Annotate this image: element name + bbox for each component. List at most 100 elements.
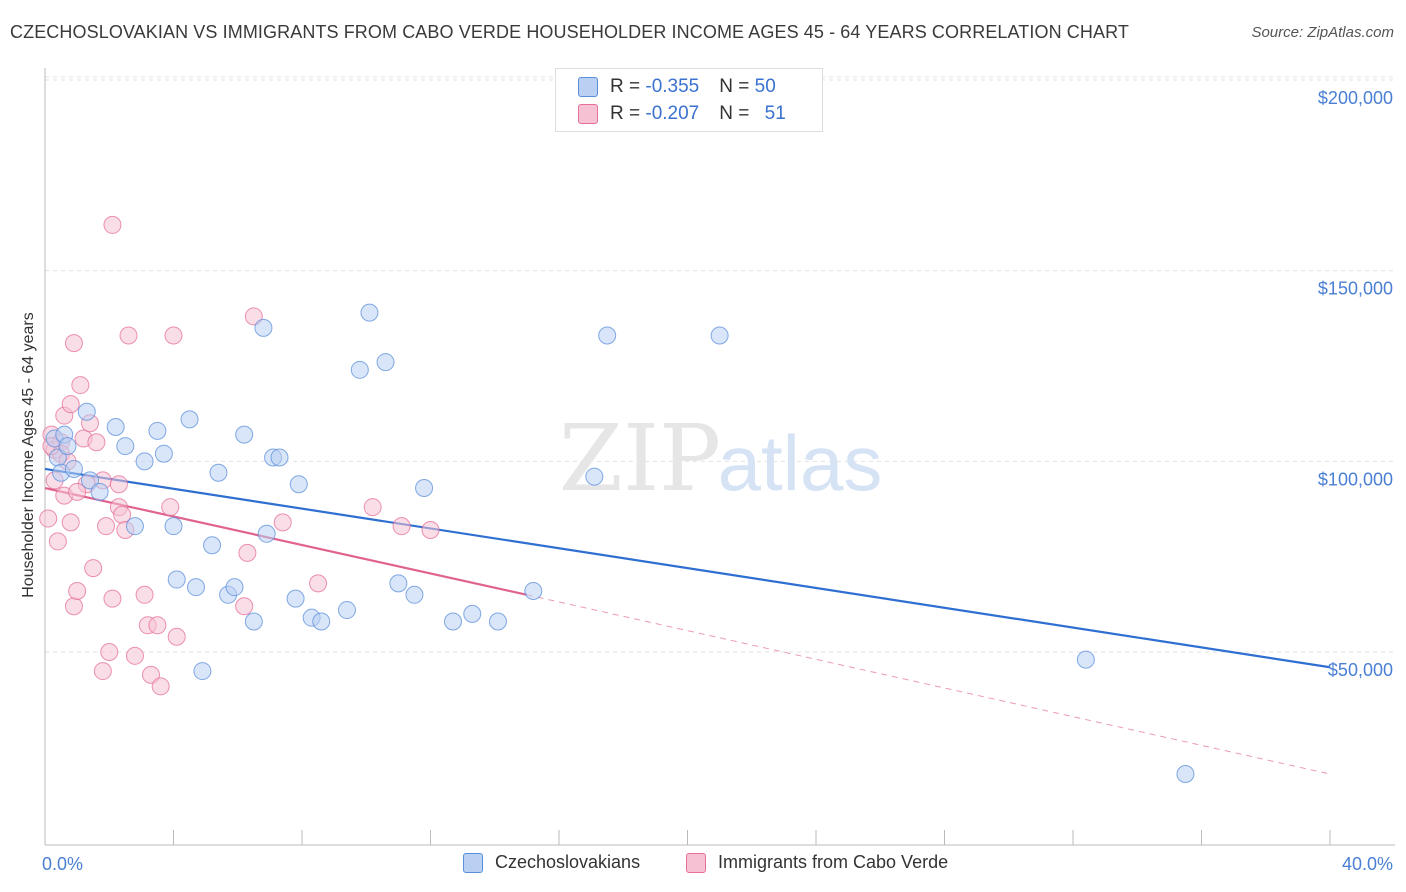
point-czech — [193, 662, 212, 681]
point-cabo — [164, 326, 183, 345]
data-points — [39, 215, 1195, 784]
legend-n-label: N = — [719, 76, 755, 97]
point-cabo — [71, 376, 90, 395]
legend-swatch-czech — [463, 852, 483, 873]
trend-lines — [44, 467, 1331, 775]
legend-n-value: 51 — [764, 103, 786, 124]
trend-line-czech — [44, 467, 1331, 669]
point-cabo — [109, 475, 128, 494]
point-cabo — [84, 559, 103, 578]
watermark-zip: ZIP — [559, 405, 721, 512]
legend-r-label: R = — [610, 103, 646, 124]
point-czech — [203, 536, 222, 555]
point-cabo — [103, 215, 122, 234]
watermark-atlas: atlas — [718, 419, 883, 507]
point-cabo — [48, 532, 67, 551]
point-cabo — [119, 326, 138, 345]
point-czech — [106, 418, 125, 437]
point-cabo — [68, 581, 87, 600]
series-legend: Czechoslovakians Immigrants from Cabo Ve… — [0, 852, 1406, 878]
trend-line-cabo-extended — [526, 594, 1331, 775]
watermark: ZIP atlas — [559, 405, 882, 512]
point-czech — [77, 402, 96, 421]
legend-item-cabo[interactable]: Immigrants from Cabo Verde — [686, 852, 948, 873]
point-cabo — [87, 433, 106, 452]
point-cabo — [39, 509, 58, 528]
legend-n-value: 50 — [754, 76, 776, 97]
legend-row-cabo: R = -0.207 N = 51 — [578, 101, 786, 127]
chart-title: CZECHOSLOVAKIAN VS IMMIGRANTS FROM CABO … — [10, 22, 1129, 42]
point-czech — [64, 459, 83, 478]
point-cabo — [421, 520, 440, 539]
legend-r-value: -0.207 — [645, 103, 700, 124]
point-cabo — [103, 589, 122, 608]
point-czech — [254, 318, 273, 337]
point-czech — [1176, 765, 1195, 784]
point-czech — [415, 479, 434, 498]
point-czech — [585, 467, 604, 486]
point-cabo — [61, 513, 80, 532]
point-czech — [135, 452, 154, 471]
point-cabo — [125, 646, 144, 665]
point-cabo — [100, 643, 119, 661]
point-czech — [463, 604, 482, 623]
point-czech — [154, 444, 173, 463]
legend-swatch-cabo — [578, 104, 598, 124]
y-tick-labels: $50,000 $100,000 $150,000 $200,000 — [1318, 88, 1393, 680]
point-czech — [125, 517, 144, 536]
point-cabo — [68, 482, 87, 501]
point-cabo — [238, 543, 257, 562]
x-tick-labels: 0.0% 40.0% — [42, 854, 1393, 874]
legend-label-cabo: Immigrants from Cabo Verde — [718, 852, 949, 872]
point-czech — [58, 437, 77, 456]
point-czech — [350, 360, 369, 379]
source-label: Source: ZipAtlas.com — [1251, 24, 1394, 41]
correlation-legend: R = -0.355 N = 50 R = -0.207 N = 51 — [555, 68, 823, 132]
legend-item-czech[interactable]: Czechoslovakians — [463, 852, 640, 873]
point-cabo — [392, 517, 411, 536]
y-tick-label: $50,000 — [1328, 660, 1393, 680]
point-czech — [312, 612, 331, 631]
point-czech — [598, 326, 617, 345]
y-tick-label: $200,000 — [1318, 88, 1393, 108]
legend-label-czech: Czechoslovakians — [495, 852, 641, 872]
point-czech — [443, 612, 462, 631]
legend-row-czech: R = -0.355 N = 50 — [578, 74, 776, 100]
point-czech — [225, 578, 244, 597]
point-cabo — [363, 498, 382, 517]
point-czech — [209, 463, 228, 482]
legend-r-label: R = — [610, 76, 646, 97]
y-tick-label: $100,000 — [1318, 469, 1393, 489]
y-tick-label: $150,000 — [1318, 279, 1393, 299]
point-cabo — [151, 677, 170, 696]
x-tick-label: 0.0% — [42, 854, 83, 874]
point-cabo — [309, 574, 328, 593]
point-cabo — [64, 597, 83, 616]
point-cabo — [235, 597, 254, 616]
point-czech — [235, 425, 254, 444]
grid-lines — [45, 76, 1395, 653]
x-tick-label: 40.0% — [1342, 854, 1393, 874]
point-cabo — [97, 517, 116, 536]
point-czech — [244, 612, 263, 631]
point-cabo — [148, 616, 167, 635]
point-czech — [337, 601, 356, 620]
legend-r-value: -0.355 — [645, 76, 700, 97]
point-czech — [90, 482, 109, 501]
point-czech — [257, 524, 276, 543]
point-czech — [376, 353, 395, 372]
point-czech — [186, 578, 205, 597]
axes — [44, 68, 1395, 846]
point-czech — [524, 581, 543, 600]
point-czech — [1076, 650, 1095, 669]
point-czech — [270, 448, 289, 467]
point-cabo — [93, 662, 112, 681]
point-cabo — [273, 513, 292, 532]
legend-swatch-czech — [578, 77, 598, 97]
point-czech — [286, 589, 305, 608]
point-czech — [488, 612, 507, 631]
point-cabo — [61, 395, 80, 414]
point-czech — [167, 570, 186, 589]
y-axis-label: Householder Income Ages 45 - 64 years — [20, 312, 37, 598]
point-czech — [289, 475, 308, 494]
